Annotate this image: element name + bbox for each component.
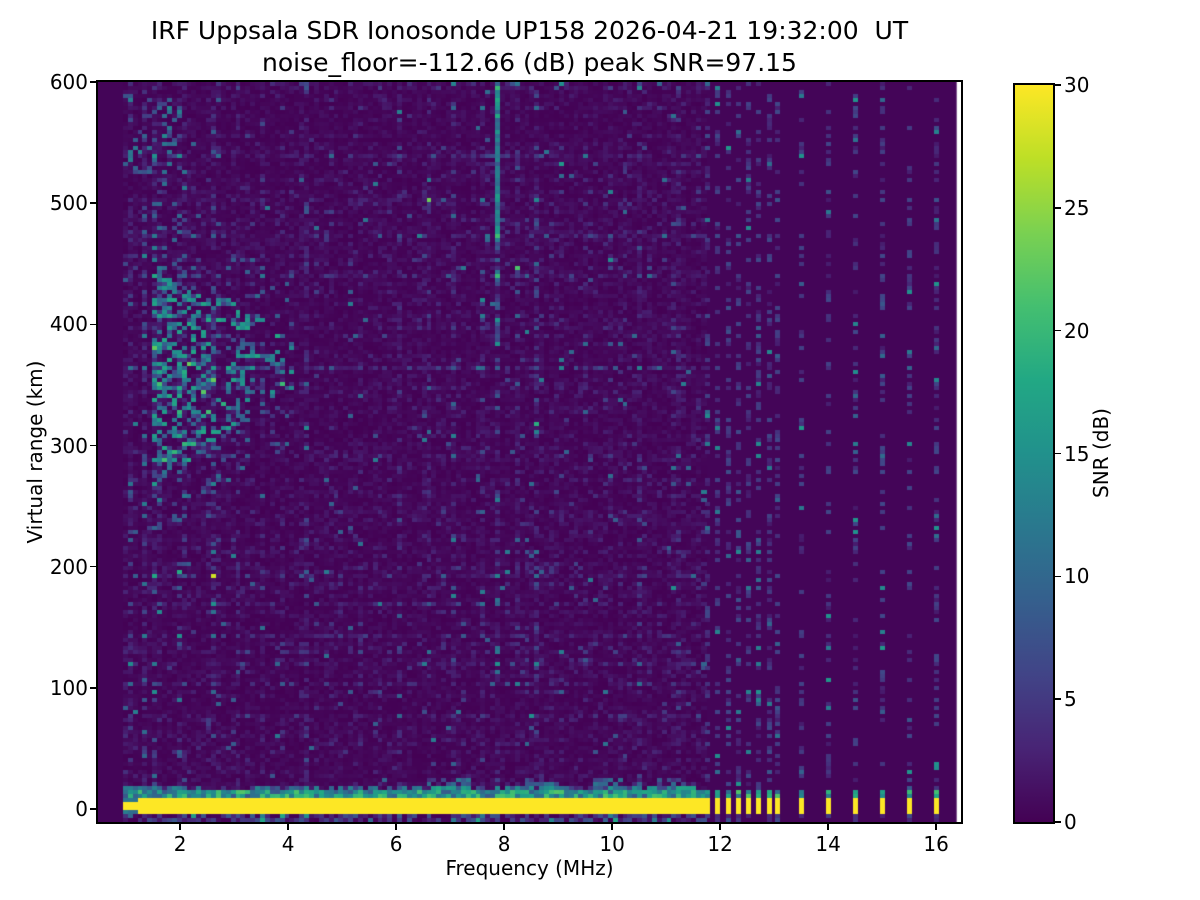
y-tick-label: 0 bbox=[75, 797, 88, 822]
x-tick-label: 4 bbox=[281, 832, 295, 856]
colorbar-tick-label: 10 bbox=[1064, 564, 1090, 589]
y-tick-mark bbox=[90, 81, 96, 83]
x-tick-label: 6 bbox=[389, 832, 403, 856]
colorbar-tick-mark bbox=[1055, 452, 1061, 455]
x-tick-label: 12 bbox=[707, 832, 733, 856]
x-tick-mark bbox=[287, 824, 289, 830]
x-tick-label: 8 bbox=[497, 832, 511, 856]
y-tick-label: 100 bbox=[49, 675, 88, 700]
plot-subtitle: noise_floor=-112.66 (dB) peak SNR=97.15 bbox=[262, 48, 797, 77]
colorbar-tick-mark bbox=[1055, 84, 1061, 86]
y-tick-mark bbox=[90, 202, 96, 204]
colorbar-tick-mark bbox=[1055, 575, 1061, 578]
x-tick-mark bbox=[179, 824, 181, 830]
y-axis-label: Virtual range (km) bbox=[23, 360, 47, 544]
y-tick-mark bbox=[90, 323, 96, 326]
y-tick-label: 600 bbox=[49, 70, 88, 94]
x-tick-label: 16 bbox=[923, 832, 949, 856]
colorbar bbox=[1013, 83, 1055, 824]
title-block: IRF Uppsala SDR Ionosonde UP158 2026-04-… bbox=[98, 15, 961, 79]
x-tick-mark bbox=[827, 824, 829, 830]
colorbar-tick-mark bbox=[1055, 821, 1061, 823]
colorbar-tick-mark bbox=[1055, 207, 1061, 209]
x-axis-label: Frequency (MHz) bbox=[445, 856, 614, 880]
x-tick-mark bbox=[719, 824, 721, 830]
plot-title: IRF Uppsala SDR Ionosonde UP158 2026-04-… bbox=[150, 16, 909, 45]
colorbar-tick-label: 30 bbox=[1064, 73, 1090, 97]
colorbar-tick-label: 20 bbox=[1064, 318, 1090, 343]
x-tick-mark bbox=[935, 824, 937, 830]
x-tick-label: 2 bbox=[173, 832, 187, 856]
colorbar-gradient bbox=[1015, 85, 1053, 822]
colorbar-tick-label: 5 bbox=[1064, 687, 1077, 712]
y-tick-label: 200 bbox=[49, 554, 88, 579]
colorbar-tick-label: 15 bbox=[1064, 441, 1090, 466]
y-tick-mark bbox=[90, 808, 96, 810]
y-tick-mark bbox=[90, 687, 96, 689]
colorbar-tick-mark bbox=[1055, 698, 1061, 700]
colorbar-tick-label: 25 bbox=[1064, 195, 1090, 220]
y-tick-mark bbox=[90, 444, 96, 447]
y-tick-label: 500 bbox=[49, 191, 88, 216]
x-tick-label: 14 bbox=[815, 832, 841, 856]
x-tick-mark bbox=[395, 824, 397, 830]
x-tick-label: 10 bbox=[599, 832, 625, 856]
y-tick-label: 400 bbox=[49, 312, 88, 337]
heatmap-canvas bbox=[98, 82, 961, 822]
y-tick-mark bbox=[90, 565, 96, 568]
x-tick-mark bbox=[611, 824, 613, 830]
colorbar-tick-label: 0 bbox=[1064, 810, 1077, 834]
x-tick-mark bbox=[503, 824, 505, 830]
colorbar-label: SNR (dB) bbox=[1089, 408, 1113, 498]
y-tick-label: 300 bbox=[49, 433, 88, 458]
colorbar-tick-mark bbox=[1055, 329, 1061, 332]
